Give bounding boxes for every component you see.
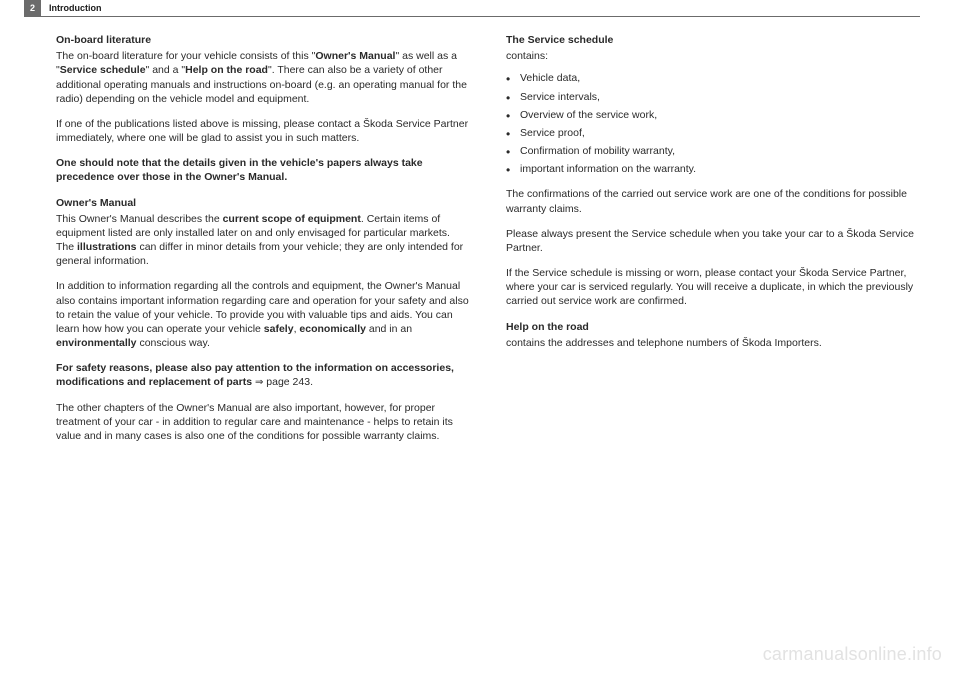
- text-bold: illustrations: [77, 241, 137, 253]
- heading-help-road: Help on the road: [506, 320, 920, 334]
- text: conscious way.: [137, 337, 210, 349]
- list-item: Service proof,: [506, 126, 920, 140]
- list-item: Service intervals,: [506, 90, 920, 104]
- header-title: Introduction: [49, 3, 102, 13]
- para-confirmations: The confirmations of the carried out ser…: [506, 187, 920, 215]
- para-present-schedule: Please always present the Service schedu…: [506, 227, 920, 255]
- left-column: On-board literature The on-board literat…: [56, 33, 470, 454]
- text-bold: economically: [299, 323, 366, 335]
- para-missing-schedule: If the Service schedule is missing or wo…: [506, 266, 920, 309]
- list-item: Vehicle data,: [506, 71, 920, 85]
- para-literature-intro: The on-board literature for your vehicle…: [56, 49, 470, 106]
- list-item: Confirmation of mobility warranty,: [506, 144, 920, 158]
- page-header: 2 Introduction: [24, 0, 960, 16]
- heading-owners-manual: Owner's Manual: [56, 196, 470, 210]
- page-number: 2: [24, 0, 41, 16]
- text: " and a ": [146, 64, 186, 76]
- heading-service-schedule: The Service schedule: [506, 33, 920, 47]
- para-scope: This Owner's Manual describes the curren…: [56, 212, 470, 269]
- text-bold: current scope of equipment: [223, 213, 361, 225]
- para-operation: In addition to information regarding all…: [56, 279, 470, 350]
- service-schedule-list: Vehicle data, Service intervals, Overvie…: [506, 71, 920, 176]
- text-bold: environmentally: [56, 337, 137, 349]
- para-precedence-note: One should note that the details given i…: [56, 156, 470, 184]
- heading-onboard-literature: On-board literature: [56, 33, 470, 47]
- text-bold: Help on the road: [185, 64, 268, 76]
- para-missing-publication: If one of the publications listed above …: [56, 117, 470, 145]
- para-other-chapters: The other chapters of the Owner's Manual…: [56, 401, 470, 444]
- text: This Owner's Manual describes the: [56, 213, 223, 225]
- watermark: carmanualsonline.info: [763, 644, 942, 665]
- right-column: The Service schedule contains: Vehicle d…: [506, 33, 920, 454]
- text-bold: Owner's Manual: [315, 50, 395, 62]
- text: page 243.: [263, 376, 313, 388]
- list-item: important information on the warranty.: [506, 162, 920, 176]
- para-safety-ref: For safety reasons, please also pay atte…: [56, 361, 470, 390]
- text: The on-board literature for your vehicle…: [56, 50, 315, 62]
- para-help-road: contains the addresses and telephone num…: [506, 336, 920, 350]
- list-item: Overview of the service work,: [506, 108, 920, 122]
- contains-label: contains:: [506, 49, 920, 63]
- text: and in an: [366, 323, 412, 335]
- content-area: On-board literature The on-board literat…: [0, 17, 960, 454]
- text-bold: Service schedule: [60, 64, 146, 76]
- text-bold: safely: [264, 323, 294, 335]
